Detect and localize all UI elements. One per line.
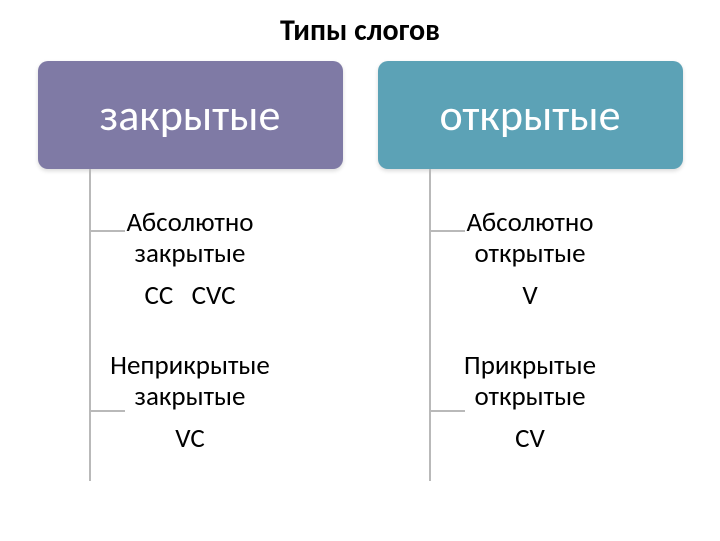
- header-closed: закрытые: [38, 61, 343, 169]
- sub-uncov-closed-pattern: VC: [60, 422, 320, 455]
- sub-abs-closed-pattern: CC CVC: [60, 279, 320, 312]
- sub-abs-closed-title: Абсолютнозакрытые: [60, 207, 320, 269]
- sub-abs-open-pattern: V: [400, 279, 660, 312]
- sub-cov-open-title: Прикрытыеоткрытые: [400, 350, 660, 412]
- columns-container: закрытые Абсолютнозакрытые CC CVC Неприк…: [0, 61, 720, 455]
- header-open: открытые: [378, 61, 683, 169]
- sub-abs-open: Абсолютнооткрытые V: [400, 207, 660, 312]
- sub-abs-open-title: Абсолютнооткрытые: [400, 207, 660, 269]
- sub-cov-open: Прикрытыеоткрытые CV: [400, 350, 660, 455]
- page-title: Типы слогов: [0, 0, 720, 49]
- header-open-label: открытые: [440, 88, 621, 142]
- sub-abs-closed: Абсолютнозакрытые CC CVC: [60, 207, 320, 312]
- column-open: открытые Абсолютнооткрытые V Прикрытыеот…: [370, 61, 690, 455]
- sub-uncov-closed-title: Неприкрытыезакрытые: [60, 350, 320, 412]
- sub-cov-open-pattern: CV: [400, 422, 660, 455]
- column-closed: закрытые Абсолютнозакрытые CC CVC Неприк…: [30, 61, 350, 455]
- header-closed-label: закрытые: [100, 88, 281, 142]
- sub-uncov-closed: Неприкрытыезакрытые VC: [60, 350, 320, 455]
